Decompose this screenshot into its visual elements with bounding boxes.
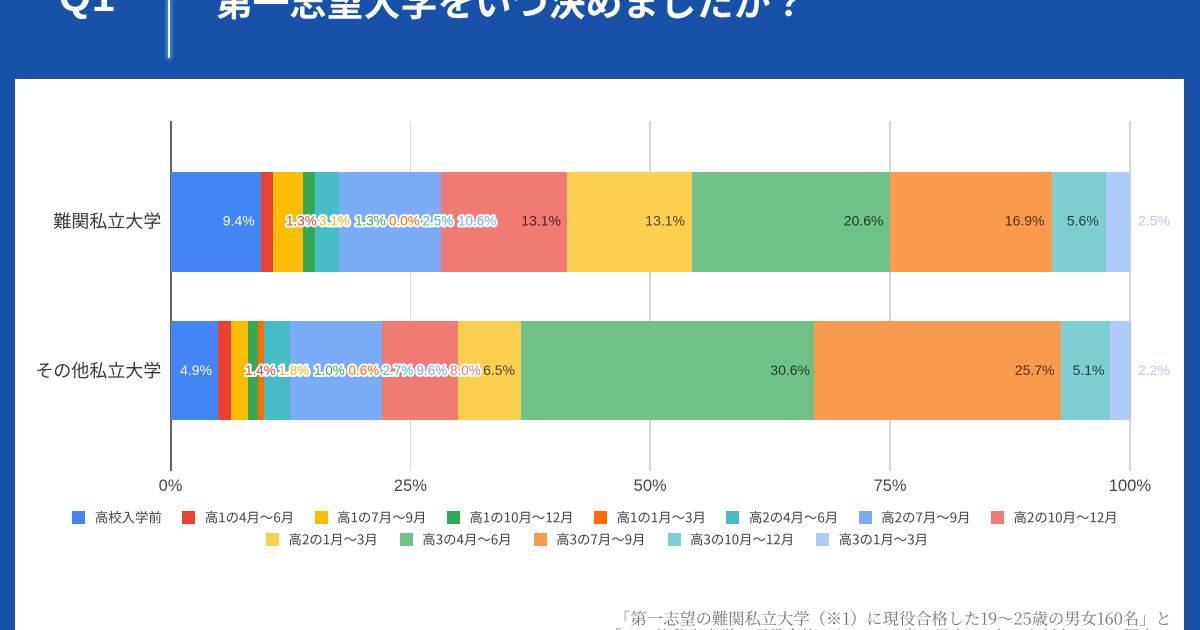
svg-text:0%: 0% [159,477,183,495]
svg-text:16.9%: 16.9% [1005,212,1045,228]
svg-text:9.6%: 9.6% [417,363,448,378]
svg-text:100%: 100% [1109,477,1152,495]
svg-text:5.6%: 5.6% [1067,212,1099,228]
svg-text:25.7%: 25.7% [1015,362,1055,378]
svg-text:6.5%: 6.5% [483,362,515,378]
svg-text:1.8%: 1.8% [279,363,310,378]
svg-text:50%: 50% [634,477,667,495]
svg-text:1.3%: 1.3% [355,213,386,228]
svg-text:13.1%: 13.1% [645,212,685,228]
svg-text:75%: 75% [874,477,907,495]
svg-text:2.2%: 2.2% [1138,362,1170,378]
svg-text:0.6%: 0.6% [349,363,380,378]
svg-text:25%: 25% [394,477,427,495]
svg-text:2.5%: 2.5% [423,213,454,228]
svg-text:5.1%: 5.1% [1073,362,1105,378]
svg-text:3.1%: 3.1% [319,213,350,228]
svg-text:2.7%: 2.7% [383,363,414,378]
svg-text:9.4%: 9.4% [223,212,255,228]
svg-text:10.6%: 10.6% [458,213,496,228]
svg-text:8.0%: 8.0% [450,363,481,378]
svg-text:30.6%: 30.6% [770,362,810,378]
svg-text:13.1%: 13.1% [521,212,561,228]
svg-text:1.4%: 1.4% [245,363,276,378]
svg-text:4.9%: 4.9% [180,362,212,378]
svg-text:1.3%: 1.3% [286,213,317,228]
svg-text:0.0%: 0.0% [389,213,420,228]
svg-text:1.0%: 1.0% [314,363,345,378]
svg-text:20.6%: 20.6% [844,212,884,228]
svg-text:2.5%: 2.5% [1138,212,1170,228]
